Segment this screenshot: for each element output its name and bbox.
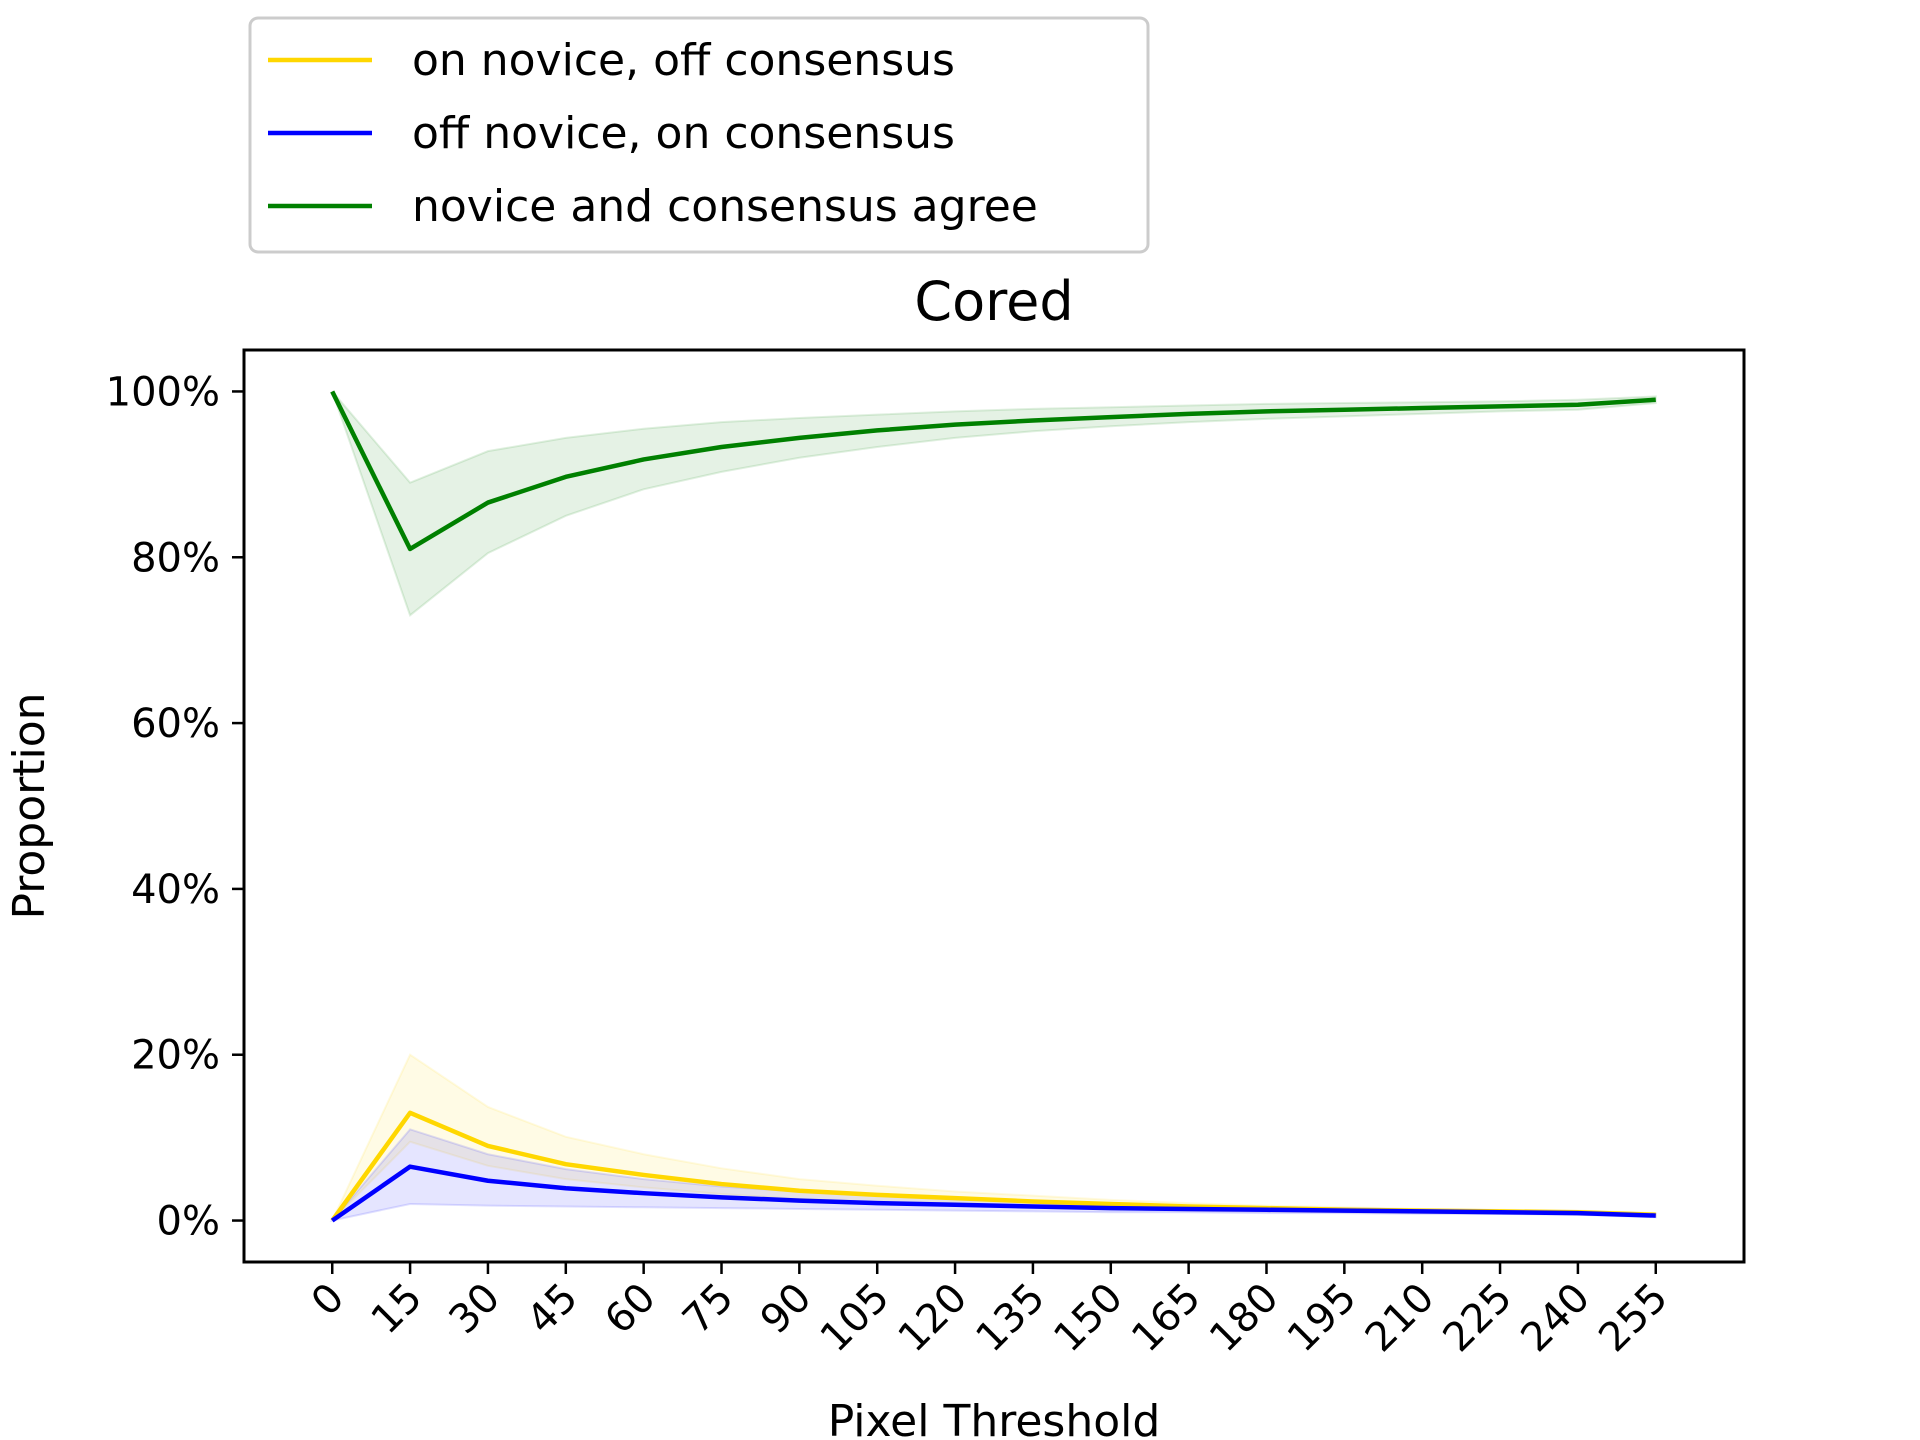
legend-label-2: novice and consensus agree bbox=[412, 181, 1038, 232]
legend-label-1: off novice, on consensus bbox=[412, 108, 955, 159]
x-tick-label: 240 bbox=[1512, 1275, 1599, 1362]
x-tick-label: 225 bbox=[1435, 1275, 1522, 1362]
y-tick-label: 0% bbox=[157, 1199, 220, 1245]
legend-label-0: on novice, off consensus bbox=[412, 35, 955, 86]
x-tick-label: 15 bbox=[363, 1275, 432, 1344]
x-tick-label: 60 bbox=[596, 1275, 665, 1344]
confidence-bands bbox=[329, 390, 1657, 1223]
legend: on novice, off consensus off novice, on c… bbox=[248, 16, 1150, 254]
y-tick-label: 100% bbox=[106, 369, 220, 415]
x-tick-label: 75 bbox=[674, 1275, 743, 1344]
series-lines bbox=[330, 390, 1656, 1223]
y-axis-label: Proportion bbox=[4, 692, 55, 919]
band-series-2 bbox=[331, 390, 1657, 617]
y-tick-label: 40% bbox=[131, 867, 220, 913]
x-tick-label: 135 bbox=[967, 1275, 1054, 1362]
x-tick-label: 0 bbox=[303, 1275, 354, 1326]
y-tick-label: 20% bbox=[131, 1033, 220, 1079]
x-tick-label: 180 bbox=[1201, 1275, 1288, 1362]
x-tick-label: 120 bbox=[890, 1275, 977, 1362]
x-axis-ticks: 0 15 30 45 60 75 90105120135150165180195210225… bbox=[303, 1262, 1677, 1361]
y-tick-label: 60% bbox=[131, 701, 220, 747]
plot-frame bbox=[242, 348, 1746, 1264]
x-tick-label: 90 bbox=[752, 1275, 821, 1344]
y-tick-label: 80% bbox=[131, 535, 220, 581]
x-tick-label: 150 bbox=[1045, 1275, 1132, 1362]
x-tick-label: 45 bbox=[518, 1275, 587, 1344]
legend-box bbox=[248, 16, 1150, 254]
x-tick-label: 195 bbox=[1279, 1275, 1366, 1362]
x-tick-label: 210 bbox=[1357, 1275, 1444, 1362]
x-tick-label: 105 bbox=[812, 1275, 899, 1362]
x-tick-label: 30 bbox=[440, 1275, 509, 1344]
line-series-1 bbox=[330, 1164, 1656, 1223]
x-axis-label: Pixel Threshold bbox=[828, 1396, 1161, 1440]
y-axis-ticks: 0% 20% 40% 60% 80% 100% bbox=[106, 369, 244, 1245]
line-series-2 bbox=[330, 390, 1656, 552]
chart-title: Cored bbox=[914, 270, 1073, 333]
x-tick-label: 165 bbox=[1123, 1275, 1210, 1362]
x-tick-label: 255 bbox=[1590, 1275, 1677, 1362]
